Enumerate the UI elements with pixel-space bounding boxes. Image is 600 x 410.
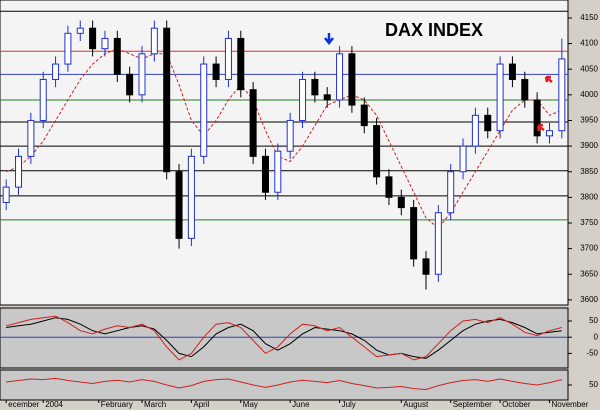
x-tick-label: April	[193, 400, 209, 409]
candle-body	[76, 27, 84, 34]
candle-body	[311, 78, 319, 96]
candle-body	[175, 171, 183, 239]
y-tick-label: 3900	[580, 141, 598, 150]
y-tick-label: 3800	[580, 192, 598, 201]
x-tick-label: March	[144, 400, 166, 409]
marker-arrow	[544, 75, 553, 83]
oscillator-panel	[0, 307, 569, 369]
candle-body	[373, 125, 381, 178]
candle-body	[113, 37, 121, 75]
candle-body	[187, 155, 195, 239]
candle-body	[212, 63, 220, 80]
candle-body	[150, 27, 158, 55]
x-tick-label: August	[403, 400, 429, 409]
y-tick-label: 3750	[580, 218, 598, 227]
candle-body	[323, 94, 331, 101]
candle-body	[39, 78, 47, 121]
candle-body	[224, 37, 232, 80]
y-tick-label: -50	[586, 349, 598, 358]
x-tick-label: February	[101, 400, 133, 409]
candle-body	[496, 63, 504, 132]
y-tick-label: 50	[589, 316, 598, 325]
x-tick-label: July	[342, 400, 356, 409]
candle-body	[360, 104, 368, 127]
indicator-line	[6, 315, 562, 361]
y-tick-label: 3650	[580, 269, 598, 278]
x-tick-label: October	[502, 400, 531, 409]
y-tick-label: 4050	[580, 64, 598, 73]
candle-body	[484, 114, 492, 132]
candle-body	[533, 99, 541, 137]
y-tick-label: 50	[589, 380, 598, 389]
candle-body	[422, 258, 430, 275]
candle-body	[545, 130, 553, 137]
candle-body	[2, 186, 10, 203]
candle-body	[274, 150, 282, 193]
candle-body	[52, 63, 60, 80]
candle-body	[397, 196, 405, 209]
candle-body	[15, 155, 23, 188]
chart-title: DAX INDEX	[385, 20, 483, 40]
y-tick-label: 3700	[580, 244, 598, 253]
y-tick-label: 3600	[580, 295, 598, 304]
y-tick-label: 4000	[580, 90, 598, 99]
candle-body	[138, 53, 146, 96]
candle-body	[163, 27, 171, 173]
candle-body	[348, 53, 356, 106]
y-tick-label: 3850	[580, 167, 598, 176]
y-tick-label: 0	[594, 332, 599, 341]
indicator-line	[6, 377, 562, 391]
candle-body	[459, 145, 467, 173]
indicator-line	[6, 317, 562, 359]
strength-panel	[0, 369, 569, 401]
price-panel	[0, 0, 569, 306]
x-tick-label: September	[453, 400, 492, 409]
y-tick-label: 4100	[580, 39, 598, 48]
y-tick-label: 3950	[580, 116, 598, 125]
marker-arrow	[324, 33, 334, 46]
candle-body	[434, 212, 442, 275]
candle-body	[471, 114, 479, 147]
candle-body	[447, 171, 455, 214]
candle-body	[200, 63, 208, 157]
candle-body	[101, 37, 109, 50]
candle-body	[126, 73, 134, 96]
y-tick-label: 4150	[580, 13, 598, 22]
candle-body	[410, 207, 418, 260]
marker-arrow	[536, 123, 545, 132]
candle-body	[508, 63, 516, 80]
candle-body	[299, 78, 307, 121]
candle-body	[336, 53, 344, 101]
x-tick-label: 2004	[45, 400, 63, 409]
candle-body	[27, 119, 35, 157]
candle-body	[261, 155, 269, 193]
x-tick-label: ecember	[8, 400, 39, 409]
candle-body	[64, 32, 72, 65]
candle-body	[286, 119, 294, 152]
x-tick-label: May	[243, 400, 258, 409]
candle-body	[249, 89, 257, 157]
x-tick-label: June	[292, 400, 310, 409]
candle-body	[89, 27, 97, 50]
candle-body	[385, 176, 393, 198]
candle-body	[237, 37, 245, 91]
candle-body	[558, 58, 566, 132]
candle-body	[521, 78, 529, 101]
x-tick-label: November	[551, 400, 588, 409]
